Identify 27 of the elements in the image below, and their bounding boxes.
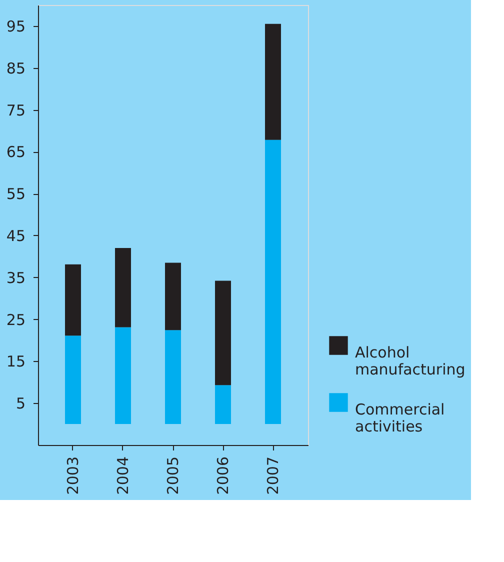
legend-label: Commercial activities [355,400,445,436]
y-tick-label: 25 [6,310,26,329]
bar [115,327,131,424]
bar [165,262,181,330]
y-tick-label: 65 [6,143,26,162]
y-tick-label: 85 [6,59,26,78]
y-tick-label: 5 [16,394,26,413]
x-tick-label: 2007 [264,456,282,495]
legend-label: Alcohol manufacturing [355,344,466,378]
x-tick-label: 2006 [214,456,232,495]
bar [215,385,231,424]
bar [65,264,81,336]
x-tick-label: 2004 [114,456,132,495]
y-tick-label: 95 [6,17,26,36]
y-tick-label: 45 [6,226,26,245]
x-tick-label: 2003 [64,456,82,495]
bar [265,140,281,424]
bar [65,336,81,424]
y-tick-label: 75 [6,101,26,120]
y-tick-label: 55 [6,185,26,204]
x-tick-label: 2005 [164,456,182,495]
y-tick-label: 35 [6,268,26,287]
bar [265,24,281,140]
y-tick-label: 15 [6,352,26,371]
bar [215,280,231,386]
bar [165,330,181,424]
bar [115,248,131,328]
